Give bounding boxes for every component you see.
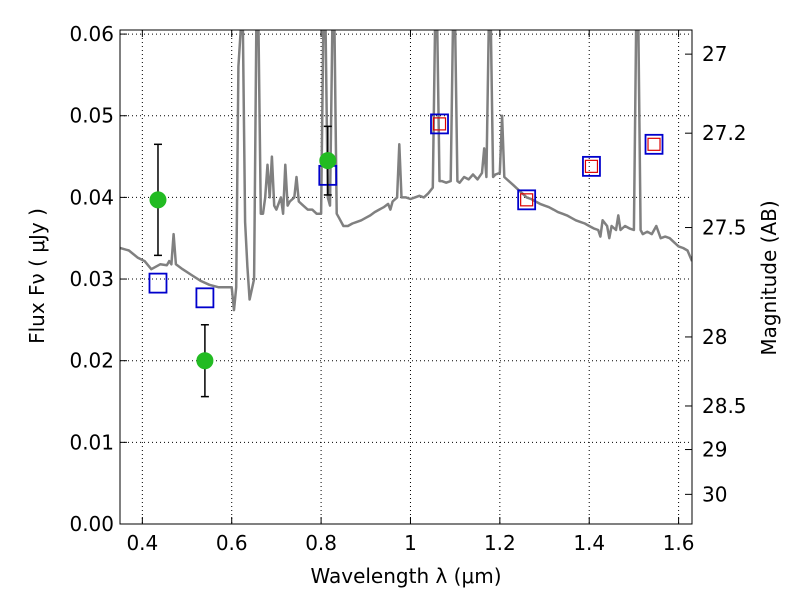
y-tick-label: 0.04 [69, 185, 114, 209]
magnitude-tick-label: 30 [702, 482, 727, 506]
y-tick-label: 0.05 [69, 104, 114, 128]
magnitude-tick-label: 27.5 [702, 216, 747, 240]
model-box-marker [430, 113, 449, 135]
model-inner-marker [432, 117, 447, 131]
x-tick-label: 0.4 [126, 531, 158, 555]
magnitude-tick-label: 29 [702, 438, 727, 462]
x-tick-label: 1.2 [484, 531, 516, 555]
magnitude-tick-label: 27 [702, 42, 727, 66]
grid-lines [120, 30, 692, 525]
y-tick-label: 0.02 [69, 349, 114, 373]
model-inner-marker [520, 193, 534, 207]
photometry-series [148, 113, 664, 398]
observed-point [196, 352, 214, 370]
magnitude-tick-label: 27.2 [702, 121, 747, 145]
y-tick-label: 0.01 [69, 430, 114, 454]
magnitude-tick-label: 28 [702, 325, 727, 349]
y-tick-label: 0.06 [69, 22, 114, 46]
y-axis-ticks: 0.00 0.01 0.02 0.03 0.04 0.05 0.06 [69, 22, 127, 536]
observed-point [149, 191, 167, 209]
spectrum-series [120, 30, 692, 312]
x-axis-ticks: 0.4 0.6 0.8 1 1.2 1.4 1.6 [126, 30, 695, 555]
x-tick-label: 0.6 [216, 531, 248, 555]
y-tick-label: 0.03 [69, 267, 114, 291]
model-box-marker [582, 155, 601, 177]
magnitude-tick-label: 28.5 [702, 394, 747, 418]
y-axis-title: Flux Fν ( μJy ) [25, 208, 49, 344]
x-axis-title: Wavelength λ (μm) [310, 564, 501, 588]
spectrum-line [120, 30, 692, 312]
observed-point [319, 152, 337, 170]
y-tick-label: 0.00 [69, 512, 114, 536]
model-box-marker [148, 272, 168, 294]
model-box-marker [195, 287, 215, 309]
x-tick-label: 1.4 [573, 531, 605, 555]
plot-frame [119, 29, 693, 525]
model-inner-marker [647, 137, 661, 151]
magnitude-axis-title: Magnitude (AB) [757, 200, 781, 355]
x-tick-label: 1.6 [663, 531, 695, 555]
model-box-marker [644, 133, 664, 155]
model-box-marker [517, 189, 537, 211]
model-inner-marker [584, 159, 599, 173]
x-tick-label: 1 [404, 531, 417, 555]
magnitude-axis-ticks: 27 27.2 27.5 28 28.5 29 30 [685, 42, 747, 506]
x-tick-label: 0.8 [305, 531, 337, 555]
